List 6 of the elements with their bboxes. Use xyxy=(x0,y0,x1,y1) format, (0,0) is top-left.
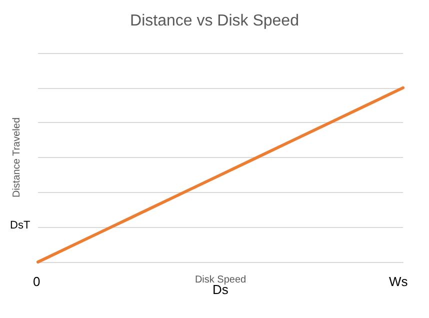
x-axis-title: Disk Speed xyxy=(194,274,246,286)
chart-title: Distance vs Disk Speed xyxy=(130,12,299,30)
text: Ws xyxy=(389,274,408,289)
text: 0 xyxy=(33,274,40,289)
text: DsT xyxy=(10,220,30,232)
y-axis-title: Distance Traveled xyxy=(12,117,22,198)
